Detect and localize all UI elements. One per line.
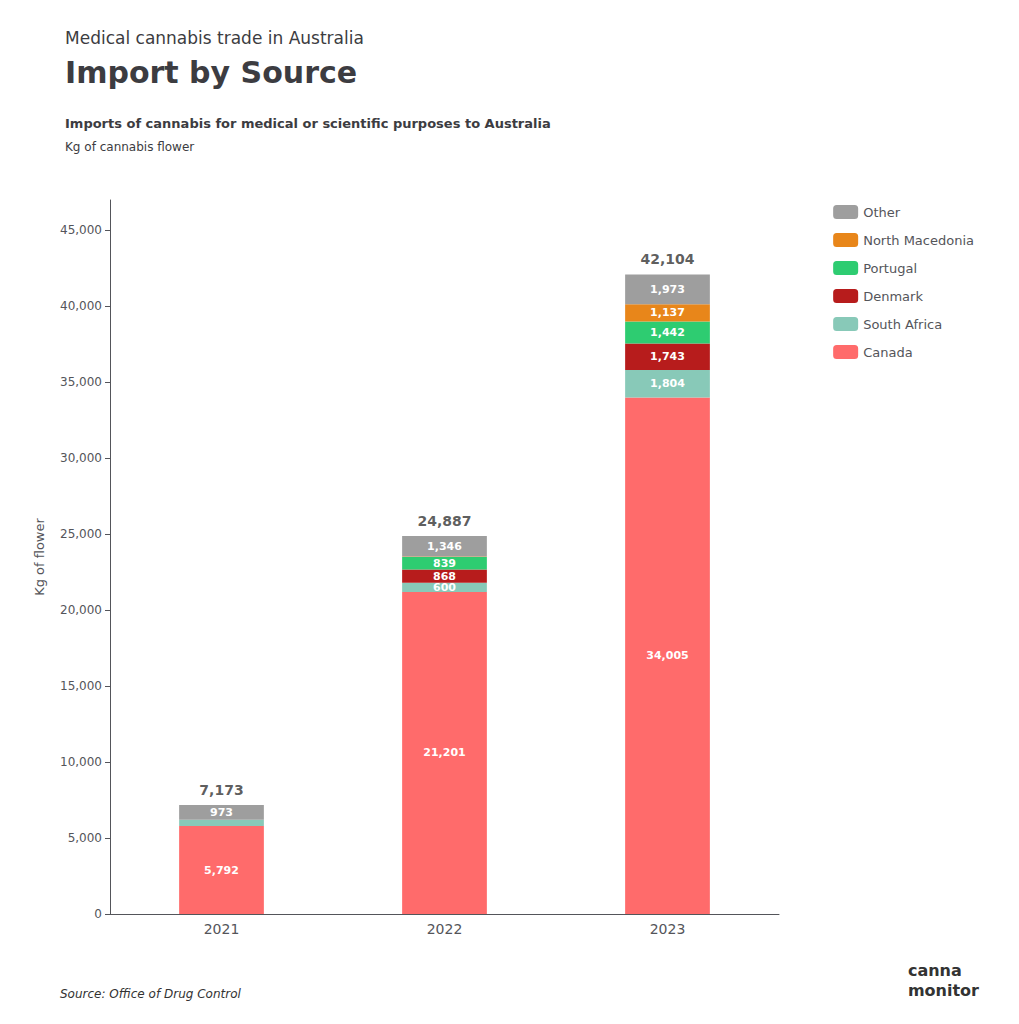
- svg-text:25,000: 25,000: [60, 527, 102, 541]
- svg-text:Medical cannabis trade in Aust: Medical cannabis trade in Australia: [65, 28, 364, 48]
- svg-text:1,137: 1,137: [650, 306, 685, 319]
- svg-text:2021: 2021: [204, 921, 240, 937]
- svg-text:1,973: 1,973: [650, 283, 685, 296]
- svg-text:Source: Office of Drug Control: Source: Office of Drug Control: [60, 987, 241, 1001]
- svg-text:15,000: 15,000: [60, 679, 102, 693]
- svg-text:20,000: 20,000: [60, 603, 102, 617]
- svg-text:monitor: monitor: [908, 981, 979, 1000]
- svg-text:34,005: 34,005: [646, 649, 688, 662]
- svg-text:839: 839: [433, 557, 456, 570]
- svg-text:North Macedonia: North Macedonia: [863, 233, 974, 248]
- svg-text:1,346: 1,346: [427, 540, 462, 553]
- svg-text:Denmark: Denmark: [863, 289, 923, 304]
- svg-text:10,000: 10,000: [60, 755, 102, 769]
- svg-text:35,000: 35,000: [60, 375, 102, 389]
- svg-text:973: 973: [210, 806, 233, 819]
- svg-text:Kg of flower: Kg of flower: [32, 518, 47, 596]
- svg-text:21,201: 21,201: [423, 746, 465, 759]
- svg-text:0: 0: [94, 907, 102, 921]
- svg-text:1,743: 1,743: [650, 350, 685, 363]
- svg-text:24,887: 24,887: [417, 513, 471, 529]
- svg-text:Imports of cannabis for medica: Imports of cannabis for medical or scien…: [65, 116, 551, 131]
- svg-text:2022: 2022: [427, 921, 463, 937]
- svg-text:5,792: 5,792: [204, 864, 239, 877]
- svg-text:1,442: 1,442: [650, 326, 685, 339]
- svg-text:45,000: 45,000: [60, 223, 102, 237]
- svg-text:Import by Source: Import by Source: [65, 55, 357, 90]
- svg-text:Portugal: Portugal: [863, 261, 917, 276]
- svg-text:40,000: 40,000: [60, 299, 102, 313]
- svg-text:7,173: 7,173: [199, 782, 243, 798]
- svg-text:30,000: 30,000: [60, 451, 102, 465]
- svg-text:868: 868: [433, 570, 456, 583]
- svg-text:South Africa: South Africa: [863, 317, 942, 332]
- svg-text:1,804: 1,804: [650, 377, 685, 390]
- svg-text:Canada: Canada: [863, 345, 912, 360]
- svg-text:canna: canna: [908, 961, 962, 980]
- svg-text:5,000: 5,000: [68, 831, 102, 845]
- svg-text:Other: Other: [863, 205, 901, 220]
- svg-text:2023: 2023: [650, 921, 686, 937]
- svg-text:42,104: 42,104: [640, 251, 694, 267]
- svg-text:Kg of cannabis flower: Kg of cannabis flower: [65, 140, 194, 154]
- svg-text:600: 600: [433, 581, 456, 594]
